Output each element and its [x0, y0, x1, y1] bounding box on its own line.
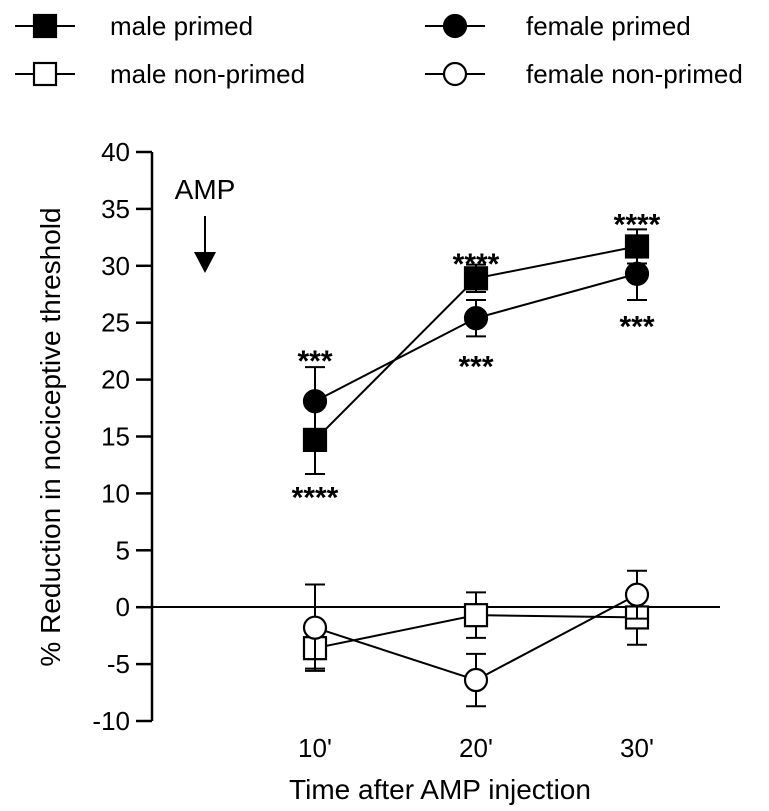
annotations: *********************: [292, 208, 661, 514]
data-point: [463, 667, 489, 693]
amp-arrow: AMP: [175, 174, 236, 273]
series-layer: [302, 228, 650, 708]
data-point: [442, 61, 468, 87]
legend-entry: male primed: [15, 11, 253, 41]
y-tick-label: -10: [92, 706, 130, 736]
y-tick-label: 10: [101, 478, 130, 508]
y-tick-label: 0: [116, 592, 130, 622]
significance-label: ***: [297, 345, 332, 378]
y-tick-label: 20: [101, 365, 130, 395]
y-tick-label: 30: [101, 251, 130, 281]
legend-label: male primed: [110, 11, 253, 41]
legend-entry: female primed: [425, 11, 691, 41]
data-point: [302, 389, 328, 414]
y-axis-title: % Reduction in nociceptive threshold: [35, 207, 66, 666]
legend-label: male non-primed: [110, 59, 305, 89]
legend: male primed female primed male non-primed f…: [15, 11, 743, 89]
y-tick-label: -5: [107, 649, 130, 679]
y-tick-label: 15: [101, 422, 130, 452]
data-point: [32, 61, 58, 87]
data-point: [624, 261, 650, 286]
y-ticks: -10 -5 0 5 10 15 20 25 30 35 40: [92, 137, 152, 736]
data-point: [463, 603, 489, 628]
data-point: [463, 306, 489, 331]
legend-entry: female non-primed: [425, 59, 743, 89]
significance-label: ****: [292, 481, 339, 514]
series-female-non-primed: [302, 569, 650, 708]
x-ticks: 10' 20' 30': [298, 733, 654, 763]
legend-entry: male non-primed: [15, 59, 305, 89]
significance-label: ****: [453, 248, 500, 281]
amp-label: AMP: [175, 174, 236, 205]
data-point: [302, 615, 328, 640]
data-point: [624, 582, 650, 607]
y-tick-label: 25: [101, 308, 130, 338]
significance-label: ****: [614, 208, 661, 241]
legend-label: female non-primed: [526, 59, 743, 89]
x-tick-label: 20': [459, 733, 493, 763]
y-tick-label: 35: [101, 194, 130, 224]
y-tick-label: 40: [101, 137, 130, 167]
series-female-primed: [302, 246, 650, 437]
x-tick-label: 10': [298, 733, 332, 763]
significance-label: ***: [458, 351, 493, 384]
data-point: [463, 266, 489, 291]
data-point: [32, 13, 58, 39]
x-axis-title: Time after AMP injection: [289, 774, 591, 805]
y-tick-label: 5: [116, 535, 130, 565]
legend-label: female primed: [526, 11, 691, 41]
x-tick-label: 30': [620, 733, 654, 763]
significance-label: ***: [619, 311, 654, 344]
data-point: [442, 13, 468, 39]
amp-arrow-head: [194, 252, 216, 273]
